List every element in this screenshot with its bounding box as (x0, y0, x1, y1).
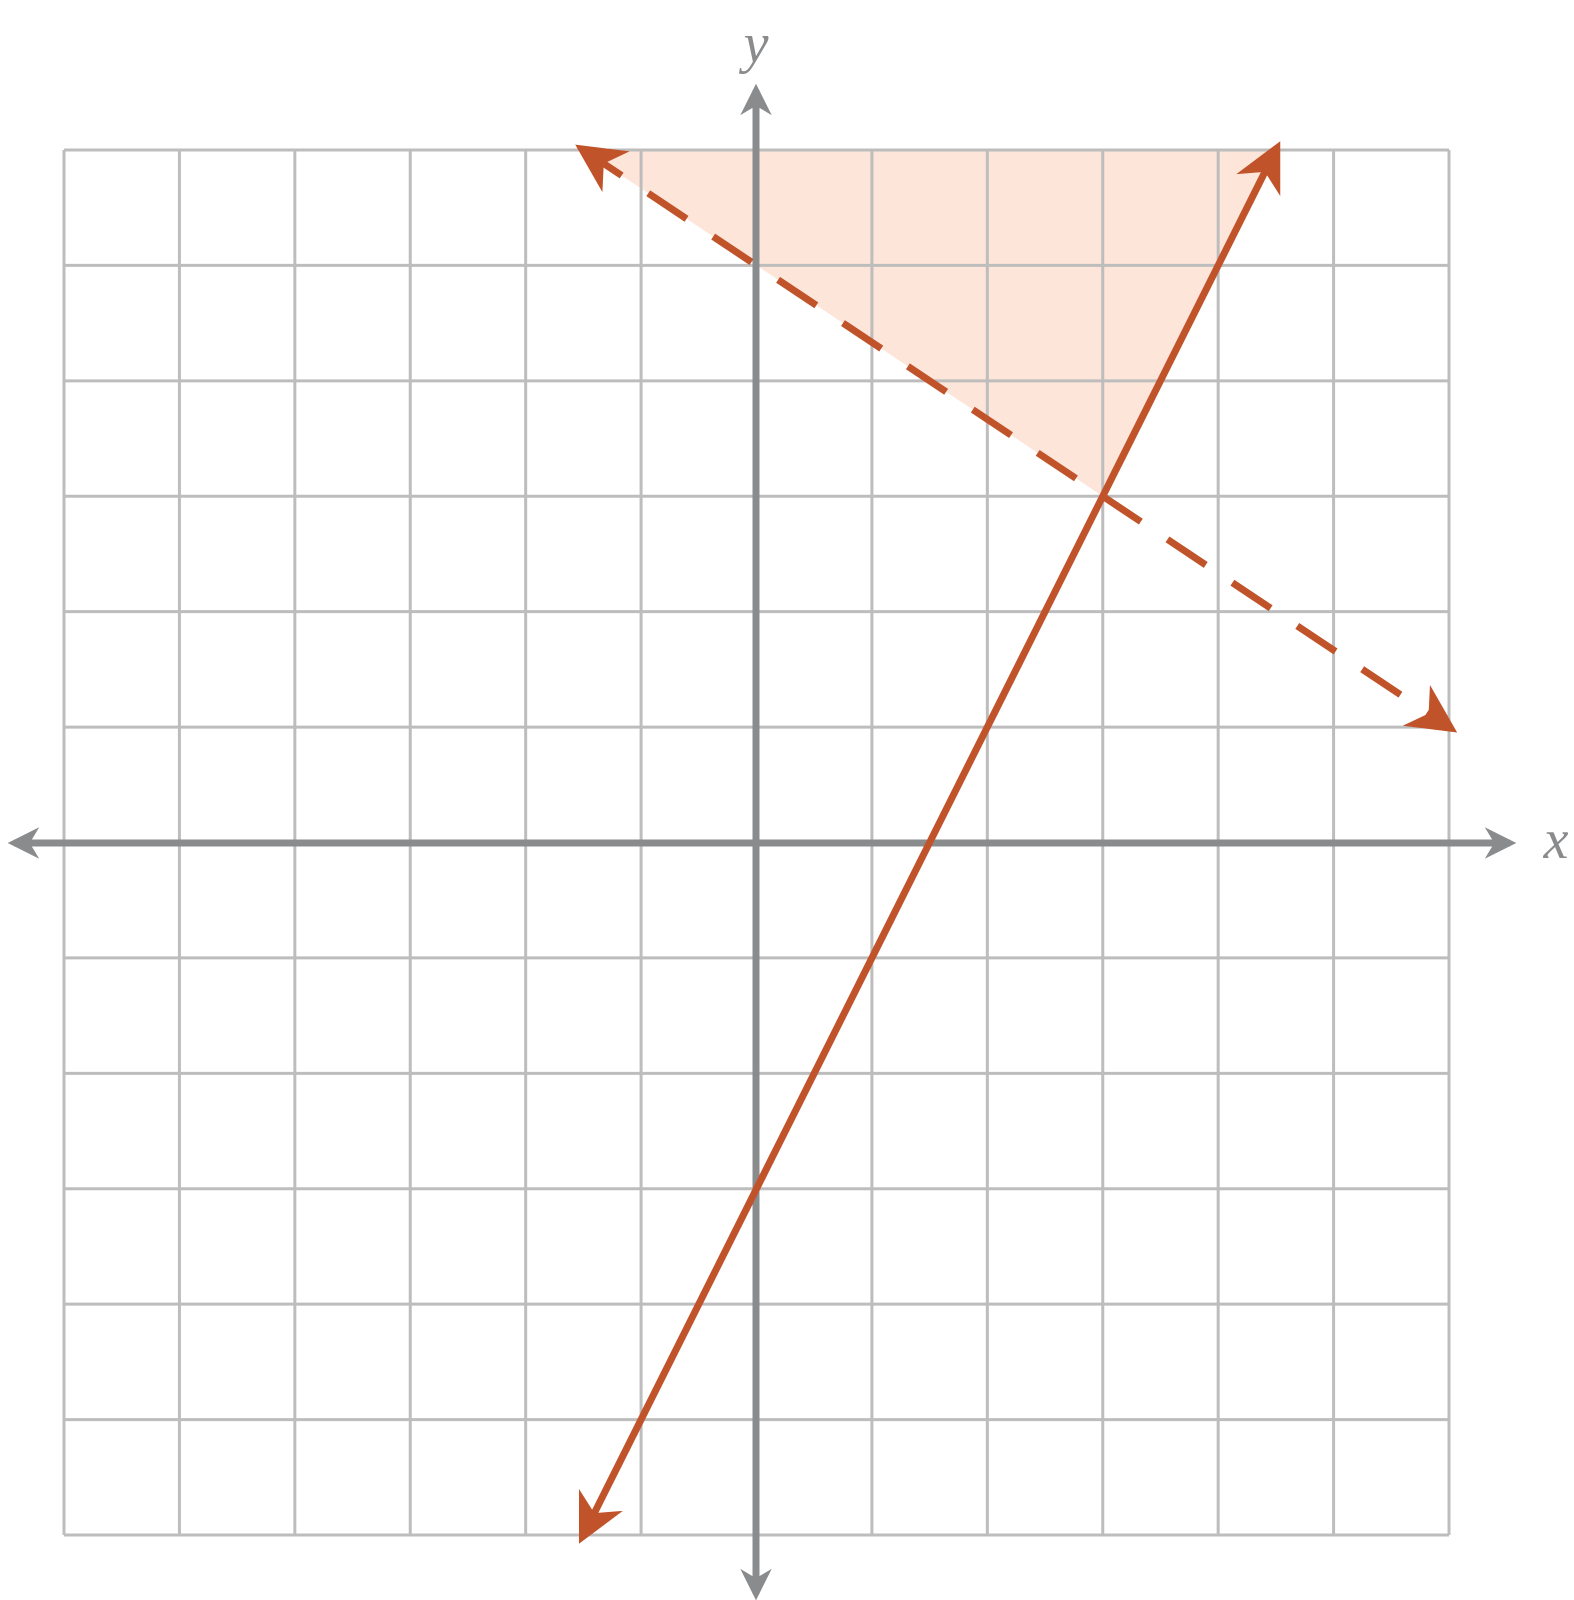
shaded-region (583, 150, 1276, 497)
y-axis-label: y (739, 13, 769, 75)
dashed-line (575, 144, 1458, 733)
x-axis-label: x (1543, 809, 1569, 871)
